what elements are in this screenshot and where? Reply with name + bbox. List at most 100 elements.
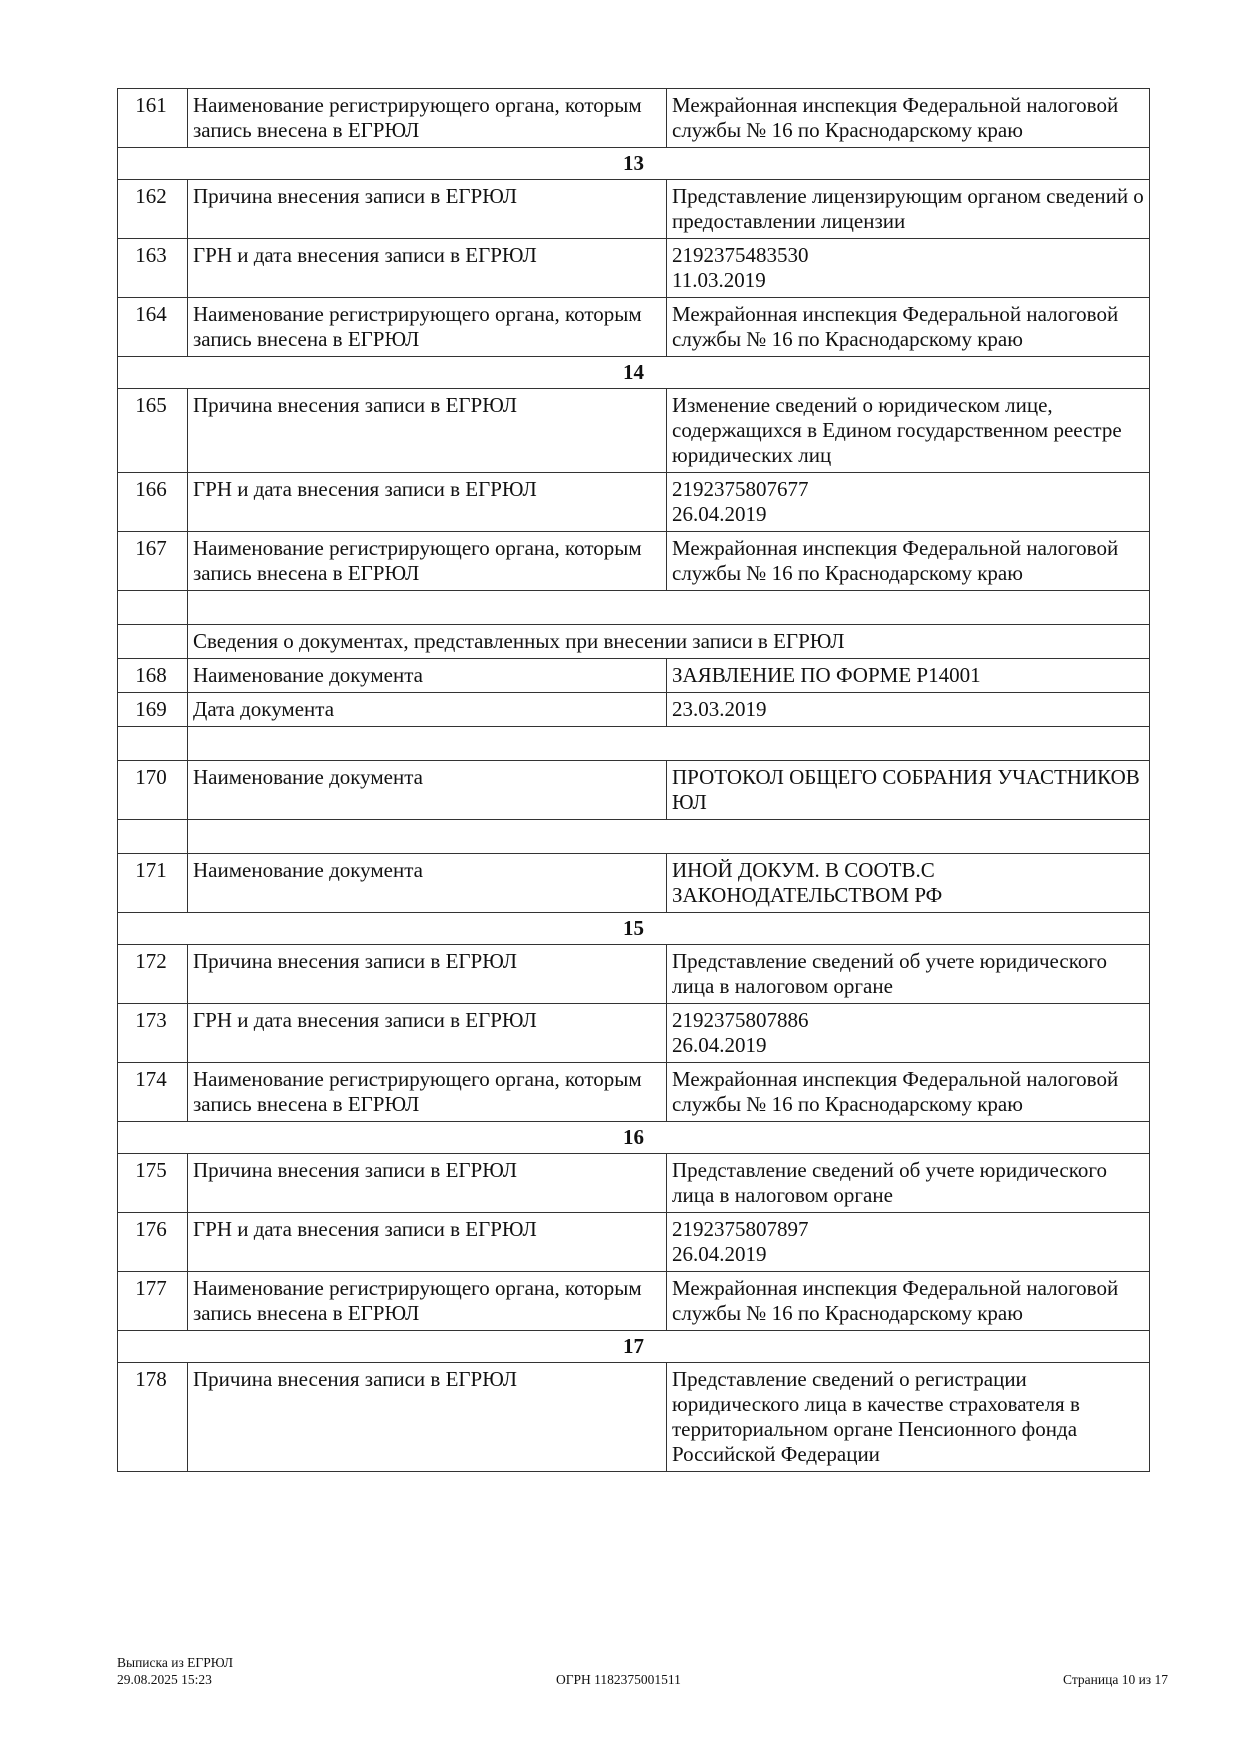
field-name: ГРН и дата внесения записи в ЕГРЮЛ — [187, 238, 667, 298]
field-value: 23.03.2019 — [666, 692, 1150, 727]
section-row: 17 — [117, 1330, 1150, 1363]
table-row: 163 ГРН и дата внесения записи в ЕГРЮЛ 219… — [117, 238, 1150, 298]
field-name: Причина внесения записи в ЕГРЮЛ — [187, 179, 667, 239]
empty-cell — [187, 819, 1150, 854]
section-number: 16 — [117, 1121, 1150, 1154]
section-number: 17 — [117, 1330, 1150, 1363]
field-value: Представление лицензирующим органом свед… — [666, 179, 1150, 239]
table-row: 176 ГРН и дата внесения записи в ЕГРЮЛ 219… — [117, 1212, 1150, 1272]
table-row: 162 Причина внесения записи в ЕГРЮЛ Предст… — [117, 179, 1150, 239]
row-number: 167 — [117, 531, 188, 591]
footer-left: Выписка из ЕГРЮЛ 29.08.2025 15:23 — [117, 1654, 233, 1688]
row-number: 165 — [117, 388, 188, 473]
row-number: 168 — [117, 658, 188, 693]
empty-cell — [187, 726, 1150, 761]
field-name: Наименование документа — [187, 760, 667, 820]
field-name: ГРН и дата внесения записи в ЕГРЮЛ — [187, 472, 667, 532]
table-row: 175 Причина внесения записи в ЕГРЮЛ Предст… — [117, 1153, 1150, 1213]
footer-title: Выписка из ЕГРЮЛ — [117, 1655, 234, 1670]
field-value: Межрайонная инспекция Федеральной налого… — [666, 297, 1150, 357]
empty-cell — [117, 819, 188, 854]
field-value: ПРОТОКОЛ ОБЩЕГО СОБРАНИЯ УЧАСТНИКОВ ЮЛ — [666, 760, 1150, 820]
field-name: Наименование регистрирующего органа, кот… — [187, 1062, 667, 1122]
footer-ogrn: ОГРН 1182375001511 — [556, 1672, 681, 1687]
section-row: 14 — [117, 356, 1150, 389]
row-number: 170 — [117, 760, 188, 820]
field-name: Наименование документа — [187, 658, 667, 693]
field-value: 2192375807886 26.04.2019 — [666, 1003, 1150, 1063]
table-row: 168 Наименование документа ЗАЯВЛЕНИЕ ПО ФО… — [117, 658, 1150, 693]
field-value: Представление сведений об учете юридичес… — [666, 944, 1150, 1004]
empty-cell — [117, 624, 188, 659]
field-value: Представление сведений о регистрации юри… — [666, 1362, 1150, 1472]
field-name: Причина внесения записи в ЕГРЮЛ — [187, 388, 667, 473]
table-row: 172 Причина внесения записи в ЕГРЮЛ Предст… — [117, 944, 1150, 1004]
section-number: 15 — [117, 912, 1150, 945]
section-number: 14 — [117, 356, 1150, 389]
table-row: 178 Причина внесения записи в ЕГРЮЛ Предст… — [117, 1362, 1150, 1472]
row-number: 174 — [117, 1062, 188, 1122]
row-number: 169 — [117, 692, 188, 727]
row-number: 166 — [117, 472, 188, 532]
table-row: 170 Наименование документа ПРОТОКОЛ ОБЩЕГО… — [117, 760, 1150, 820]
field-value: 2192375483530 11.03.2019 — [666, 238, 1150, 298]
field-name: Наименование документа — [187, 853, 667, 913]
footer-datetime: 29.08.2025 15:23 — [117, 1672, 212, 1687]
row-number: 178 — [117, 1362, 188, 1472]
table-row: 167 Наименование регистрирующего органа, … — [117, 531, 1150, 591]
table-row: 161 Наименование регистрирующего органа, … — [117, 88, 1150, 148]
field-name: Наименование регистрирующего органа, кот… — [187, 1271, 667, 1331]
field-name: ГРН и дата внесения записи в ЕГРЮЛ — [187, 1003, 667, 1063]
row-number: 175 — [117, 1153, 188, 1213]
row-number: 171 — [117, 853, 188, 913]
table-row: 165 Причина внесения записи в ЕГРЮЛ Измене… — [117, 388, 1150, 473]
field-value: 2192375807677 26.04.2019 — [666, 472, 1150, 532]
row-number: 162 — [117, 179, 188, 239]
subsection-header-row: Сведения о документах, представленных пр… — [117, 624, 1150, 659]
field-value: Межрайонная инспекция Федеральной налого… — [666, 1062, 1150, 1122]
row-number: 161 — [117, 88, 188, 148]
field-name: Наименование регистрирующего органа, кот… — [187, 297, 667, 357]
field-value: Изменение сведений о юридическом лице, с… — [666, 388, 1150, 473]
empty-cell — [187, 590, 1150, 625]
field-name: Причина внесения записи в ЕГРЮЛ — [187, 944, 667, 1004]
row-number: 172 — [117, 944, 188, 1004]
row-number: 173 — [117, 1003, 188, 1063]
empty-cell — [117, 590, 188, 625]
field-value: ИНОЙ ДОКУМ. В СООТВ.С ЗАКОНОДАТЕЛЬСТВОМ … — [666, 853, 1150, 913]
section-row: 16 — [117, 1121, 1150, 1154]
empty-row — [117, 726, 1150, 761]
table-row: 173 ГРН и дата внесения записи в ЕГРЮЛ 219… — [117, 1003, 1150, 1063]
table-row: 169 Дата документа 23.03.2019 — [117, 692, 1150, 727]
section-number: 13 — [117, 147, 1150, 180]
table-row: 174 Наименование регистрирующего органа, … — [117, 1062, 1150, 1122]
field-name: Наименование регистрирующего органа, кот… — [187, 531, 667, 591]
field-value: Представление сведений об учете юридичес… — [666, 1153, 1150, 1213]
field-value: Межрайонная инспекция Федеральной налого… — [666, 531, 1150, 591]
table-row: 166 ГРН и дата внесения записи в ЕГРЮЛ 219… — [117, 472, 1150, 532]
row-number: 163 — [117, 238, 188, 298]
field-value: 2192375807897 26.04.2019 — [666, 1212, 1150, 1272]
table-row: 177 Наименование регистрирующего органа, … — [117, 1271, 1150, 1331]
section-row: 15 — [117, 912, 1150, 945]
egrul-table: 161 Наименование регистрирующего органа, … — [117, 88, 1150, 1472]
row-number: 176 — [117, 1212, 188, 1272]
subsection-header: Сведения о документах, представленных пр… — [187, 624, 1150, 659]
empty-cell — [117, 726, 188, 761]
empty-row — [117, 590, 1150, 625]
row-number: 177 — [117, 1271, 188, 1331]
table-row: 171 Наименование документа ИНОЙ ДОКУМ. В С… — [117, 853, 1150, 913]
field-value: ЗАЯВЛЕНИЕ ПО ФОРМЕ Р14001 — [666, 658, 1150, 693]
field-name: Наименование регистрирующего органа, кот… — [187, 88, 667, 148]
footer-page-number: Страница 10 из 17 — [1063, 1672, 1168, 1687]
section-row: 13 — [117, 147, 1150, 180]
field-name: Причина внесения записи в ЕГРЮЛ — [187, 1153, 667, 1213]
empty-row — [117, 819, 1150, 854]
field-value: Межрайонная инспекция Федеральной налого… — [666, 1271, 1150, 1331]
field-name: Причина внесения записи в ЕГРЮЛ — [187, 1362, 667, 1472]
row-number: 164 — [117, 297, 188, 357]
field-name: Дата документа — [187, 692, 667, 727]
field-value: Межрайонная инспекция Федеральной налого… — [666, 88, 1150, 148]
field-name: ГРН и дата внесения записи в ЕГРЮЛ — [187, 1212, 667, 1272]
table-row: 164 Наименование регистрирующего органа, … — [117, 297, 1150, 357]
